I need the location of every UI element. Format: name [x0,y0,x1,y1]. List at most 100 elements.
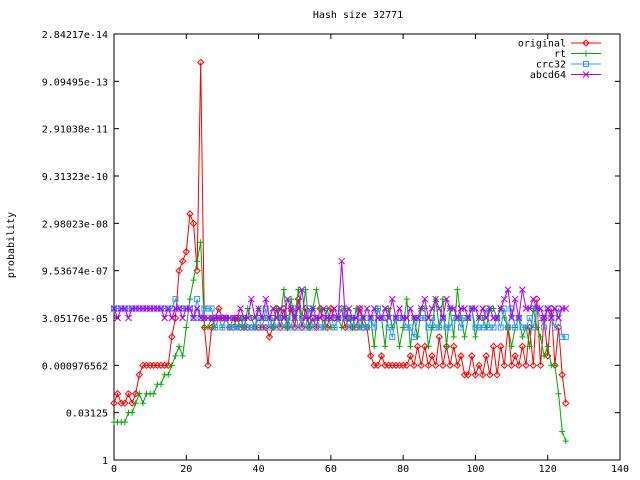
data-point [255,305,262,312]
legend-label: abcd64 [530,70,566,81]
data-point [248,324,255,331]
data-point [478,371,487,379]
data-point [136,390,143,397]
data-point [417,361,425,370]
data-point [237,324,244,331]
data-point [341,323,350,332]
data-point [349,324,356,331]
data-point [407,343,414,350]
data-point [353,324,360,331]
data-point [403,361,411,370]
data-point [150,390,157,397]
data-point [403,314,411,322]
data-point [284,295,291,303]
data-point [454,314,461,322]
data-point [179,352,186,359]
data-point [298,323,306,332]
y-axis: 1 0.03125 0.000976562 3.05176e-05 9.53674e-0… [42,30,620,467]
data-point [157,305,165,312]
data-point [280,314,288,322]
data-point [519,286,526,293]
data-point [291,305,298,312]
data-point [483,305,490,312]
data-point [385,324,392,331]
data-point [295,324,302,331]
data-point [345,315,352,321]
data-point [457,315,464,321]
data-point [403,296,410,303]
data-point [403,324,410,331]
data-point [583,61,589,67]
legend-label: original [518,39,566,50]
data-point [338,324,345,331]
data-point [541,352,548,359]
data-point [529,295,537,303]
data-point [175,305,183,312]
data-point [190,277,197,284]
data-point [562,333,569,340]
data-point [551,305,559,312]
data-point [189,219,198,228]
data-point [464,371,472,379]
data-point [486,371,494,379]
data-point [331,305,338,312]
data-point [226,324,233,331]
y-tick-label: 9.31323e-10 [42,172,108,183]
data-point [331,324,338,331]
data-point [407,305,414,312]
data-point [582,39,590,47]
data-point [194,258,201,265]
data-point [273,324,280,331]
data-point [472,305,479,312]
data-point [186,210,194,218]
data-point [291,314,299,322]
data-point [244,314,252,322]
x-tick-label: 60 [325,464,337,475]
data-point [497,342,505,351]
data-point [302,324,309,331]
data-point [515,361,523,370]
data-point [497,324,504,331]
data-point [547,314,555,322]
data-point [291,323,299,332]
data-point [302,286,309,293]
data-point [276,305,284,312]
data-point [435,305,443,312]
data-point [450,315,457,321]
data-point [479,324,486,331]
series-abcd64 [110,257,570,322]
data-point [511,352,519,360]
data-point [555,390,562,397]
data-point [500,295,508,303]
data-point [382,343,389,350]
data-point [288,296,295,303]
data-point [548,315,555,321]
data-point [316,314,324,322]
data-point [360,314,367,322]
data-point [305,314,313,322]
data-point [190,315,197,321]
data-point [190,314,197,322]
data-point [439,296,446,303]
data-point [356,304,364,313]
data-point [526,305,533,312]
data-point [306,305,313,312]
data-point [233,314,241,322]
y-tick-label: 0.000976562 [42,361,108,372]
data-point [540,314,548,322]
data-point [454,315,461,321]
data-point [482,314,490,322]
data-point [317,324,324,331]
data-point [428,352,436,360]
data-point [500,361,509,370]
data-point [172,352,179,359]
data-point [582,71,590,78]
data-point [273,305,280,312]
data-point [508,343,515,350]
data-point [472,333,479,340]
data-point [262,305,269,312]
data-point [172,296,179,303]
data-point [248,315,255,321]
data-point [121,305,129,312]
data-point [508,314,515,322]
